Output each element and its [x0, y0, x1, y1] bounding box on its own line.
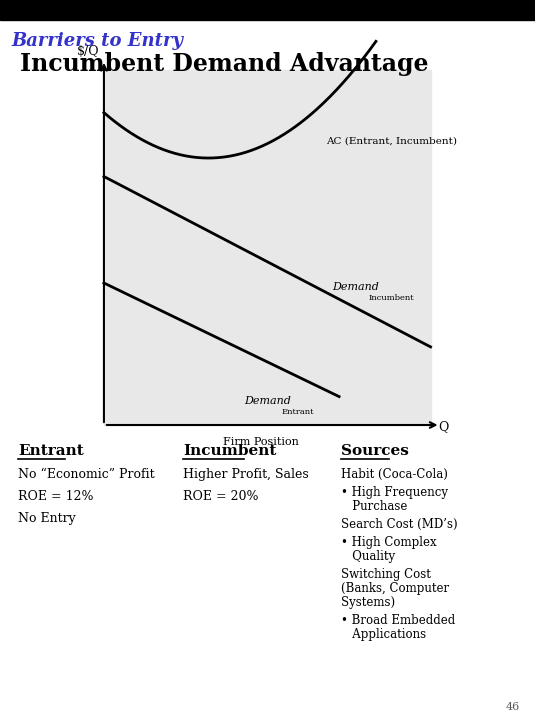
Text: • High Complex: • High Complex	[341, 536, 437, 549]
Text: • High Frequency: • High Frequency	[341, 486, 449, 499]
Text: AC (Entrant, Incumbent): AC (Entrant, Incumbent)	[326, 137, 457, 145]
Text: No “Economic” Profit: No “Economic” Profit	[18, 468, 154, 481]
Text: ROE = 12%: ROE = 12%	[18, 490, 93, 503]
Text: Firm Position: Firm Position	[223, 437, 299, 447]
Text: No Entry: No Entry	[18, 512, 76, 525]
Text: Switching Cost: Switching Cost	[341, 568, 431, 581]
Text: Entrant: Entrant	[18, 444, 84, 458]
Text: Barriers to Entry: Barriers to Entry	[12, 32, 184, 50]
Bar	[104, 70, 430, 425]
Text: Entrant: Entrant	[282, 408, 314, 415]
Text: (Banks, Computer: (Banks, Computer	[341, 582, 450, 595]
Bar	[0, 0, 535, 20]
Text: Quality: Quality	[341, 550, 396, 563]
Text: Demand: Demand	[245, 396, 291, 405]
Text: Purchase: Purchase	[341, 500, 408, 513]
Text: ROE = 20%: ROE = 20%	[183, 490, 259, 503]
Text: Incumbent Demand Advantage: Incumbent Demand Advantage	[20, 52, 428, 76]
Text: Incumbent: Incumbent	[183, 444, 276, 458]
Text: Incumbent: Incumbent	[368, 294, 414, 302]
Text: Q: Q	[438, 420, 449, 433]
Text: Demand: Demand	[333, 282, 380, 292]
Text: Systems): Systems)	[341, 596, 396, 609]
Text: Applications: Applications	[341, 628, 427, 641]
Text: Higher Profit, Sales: Higher Profit, Sales	[183, 468, 309, 481]
Text: • Broad Embedded: • Broad Embedded	[341, 614, 456, 627]
Text: 46: 46	[505, 702, 519, 712]
Text: Search Cost (MD’s): Search Cost (MD’s)	[341, 518, 458, 531]
Text: Habit (Coca-Cola): Habit (Coca-Cola)	[341, 468, 448, 481]
Text: Sources: Sources	[341, 444, 409, 458]
Text: $/Q: $/Q	[77, 45, 100, 58]
